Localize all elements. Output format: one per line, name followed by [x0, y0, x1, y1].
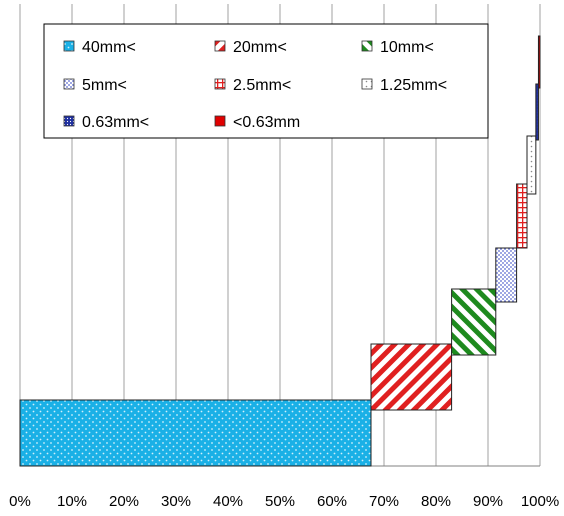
legend-label: 2.5mm< — [233, 77, 291, 94]
bars — [19, 35, 541, 467]
x-tick-label: 90% — [473, 493, 503, 510]
bar-8 — [537, 35, 541, 89]
bar-3 — [451, 288, 497, 356]
legend-label: 40mm< — [82, 39, 136, 56]
x-tick-label: 30% — [161, 493, 191, 510]
x-tick-label: 0% — [9, 493, 31, 510]
legend-swatch — [214, 78, 226, 90]
x-tick-label: 60% — [317, 493, 347, 510]
legend: 40mm< 20mm< 10mm< 5mm< 2.5mm< 1.25mm< 0.63mm< <… — [43, 23, 489, 139]
x-tick-label: 80% — [421, 493, 451, 510]
bar-6 — [526, 135, 537, 195]
bar-7 — [535, 83, 539, 141]
bar-2 — [370, 343, 453, 411]
bar-4 — [495, 247, 518, 303]
x-tick-label: 40% — [213, 493, 243, 510]
legend-swatch — [361, 78, 373, 90]
legend-box — [43, 23, 489, 139]
x-tick-label: 100% — [521, 493, 559, 510]
legend-label: <0.63mm — [233, 114, 300, 131]
legend-swatch — [63, 78, 75, 90]
legend-label: 0.63mm< — [82, 114, 149, 131]
legend-label: 10mm< — [380, 39, 434, 56]
legend-label: 20mm< — [233, 39, 287, 56]
legend-swatch — [63, 40, 75, 52]
bar-1 — [19, 399, 372, 467]
legend-label: 1.25mm< — [380, 77, 447, 94]
legend-swatch — [361, 40, 373, 52]
legend-swatch — [63, 115, 75, 127]
legend-swatch — [214, 40, 226, 52]
bar-5 — [516, 183, 528, 249]
x-tick-label: 70% — [369, 493, 399, 510]
x-tick-label: 50% — [265, 493, 295, 510]
x-tick-label: 10% — [57, 493, 87, 510]
x-tick-label: 20% — [109, 493, 139, 510]
legend-swatch — [214, 115, 226, 127]
x-tick-labels: 0% 10% 20% 30% 40% 50% 60% 70% 80% 90% 100% — [9, 493, 559, 510]
legend-label: 5mm< — [82, 77, 127, 94]
